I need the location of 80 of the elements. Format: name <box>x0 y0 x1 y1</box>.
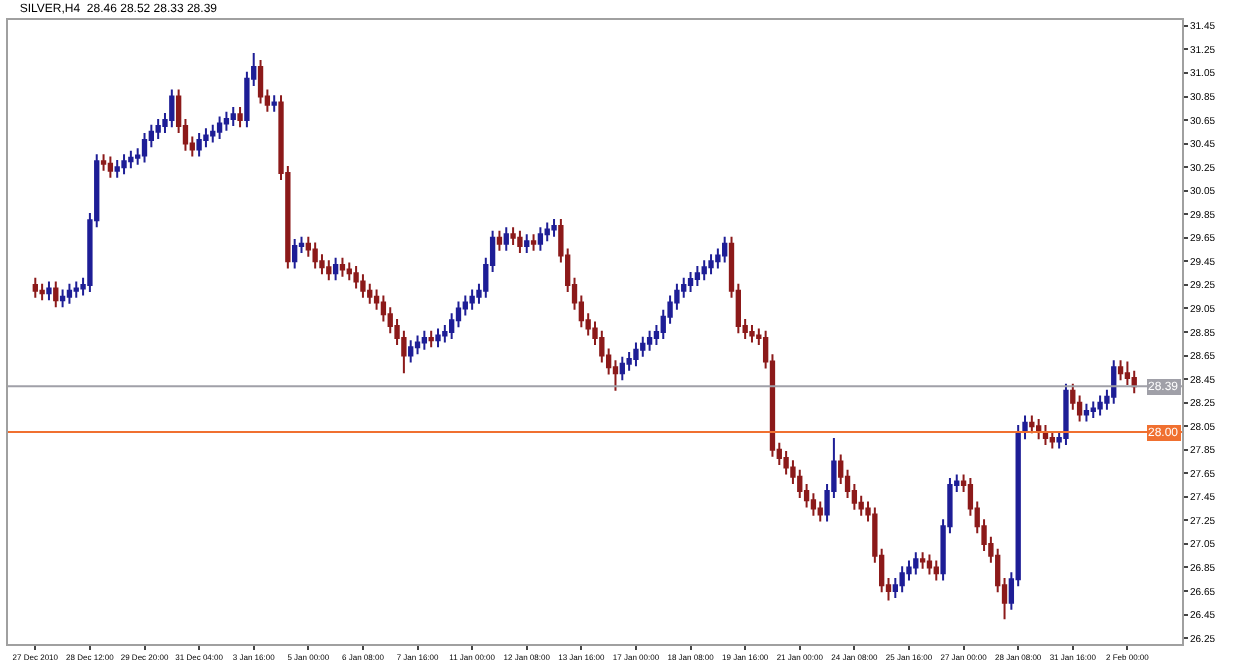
candlestick <box>353 265 359 290</box>
candlestick <box>537 226 544 252</box>
candlestick <box>1036 418 1042 441</box>
candlestick <box>155 117 161 140</box>
candlestick <box>59 288 66 309</box>
candlestick <box>346 261 352 282</box>
candlestick <box>32 276 38 299</box>
candlestick <box>257 59 264 105</box>
candlestick <box>53 280 59 309</box>
candlestick <box>339 256 346 278</box>
candlestick <box>1097 394 1103 417</box>
candlestick <box>114 159 120 179</box>
candlestick <box>626 351 632 372</box>
candlestick <box>633 341 639 368</box>
candlestick <box>1090 400 1096 419</box>
candlestick <box>810 492 817 517</box>
candlestick <box>223 110 230 132</box>
candlestick <box>169 88 175 129</box>
candlestick <box>1117 359 1124 382</box>
candlestick <box>46 280 52 302</box>
candlestick <box>722 235 728 264</box>
candlestick <box>797 468 803 499</box>
candlestick <box>312 241 318 270</box>
candlestick <box>100 153 107 172</box>
candlestick <box>783 449 789 476</box>
candlestick <box>141 132 148 164</box>
candlestick <box>421 329 428 351</box>
candlestick <box>1049 429 1055 450</box>
candlestick <box>1083 402 1090 423</box>
candlestick <box>360 273 366 299</box>
candlestick <box>619 355 625 382</box>
candlestick <box>128 149 134 170</box>
candlestick <box>694 265 701 288</box>
candlestick <box>1111 359 1117 405</box>
candlestick <box>292 237 298 270</box>
candlestick <box>469 288 475 311</box>
candlestick <box>326 259 332 282</box>
candlestick <box>749 323 755 344</box>
candlestick <box>414 334 421 356</box>
candlestick <box>933 559 939 582</box>
candlestick <box>408 339 414 364</box>
candlestick <box>919 551 926 570</box>
candlestick <box>332 256 339 282</box>
candlestick <box>203 127 209 149</box>
candlestick <box>107 155 114 179</box>
candlestick <box>640 335 646 358</box>
candlestick <box>121 153 127 176</box>
candlestick <box>1131 369 1137 395</box>
candlestick <box>271 94 277 113</box>
candlestick <box>230 106 236 127</box>
candlestick <box>428 329 434 349</box>
candlestick <box>701 259 707 282</box>
candlestick <box>817 500 823 523</box>
candlestick <box>524 233 530 255</box>
candlestick <box>66 282 73 305</box>
candlestick <box>503 226 509 252</box>
candlestick <box>544 221 550 243</box>
candlestick <box>1029 414 1035 435</box>
candlestick <box>435 327 441 349</box>
candlestick <box>510 226 516 246</box>
candlestick <box>551 217 557 238</box>
candlestick <box>708 253 714 276</box>
candlestick <box>496 229 503 252</box>
candlestick <box>237 106 243 129</box>
candlestick <box>73 280 79 299</box>
candlestick <box>926 553 933 576</box>
candlestick <box>530 233 537 252</box>
candlestick <box>367 282 373 305</box>
candlestick <box>210 123 216 144</box>
candlestick <box>216 115 223 140</box>
candlestick <box>646 329 653 352</box>
candlestick <box>1063 382 1069 447</box>
candlestick <box>1124 360 1131 386</box>
candlestick <box>913 551 919 576</box>
candlestick <box>39 282 45 302</box>
candlestick <box>517 229 523 255</box>
candlestick <box>687 270 694 293</box>
candlestick <box>1042 424 1049 447</box>
candlestick <box>196 132 202 158</box>
candlestick <box>899 565 905 594</box>
